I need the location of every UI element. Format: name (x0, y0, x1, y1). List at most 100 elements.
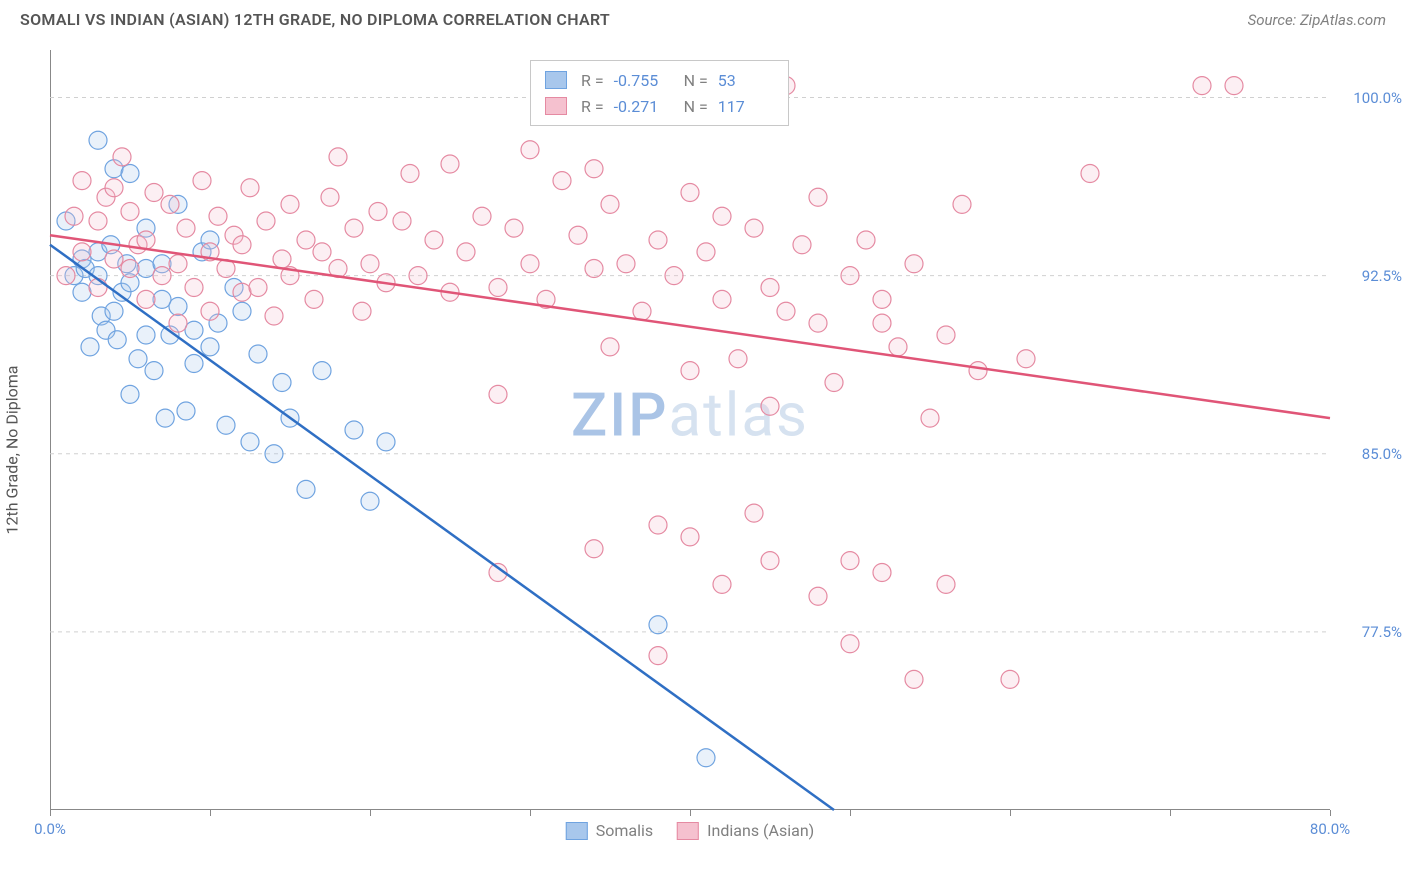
chart-title: SOMALI VS INDIAN (ASIAN) 12TH GRADE, NO … (20, 10, 610, 29)
scatter-point (137, 260, 155, 278)
scatter-point (305, 290, 323, 308)
scatter-point (745, 219, 763, 237)
scatter-point (761, 552, 779, 570)
swatch-somali (545, 71, 567, 89)
scatter-point (129, 350, 147, 368)
x-tick (530, 810, 531, 816)
scatter-point (953, 195, 971, 213)
x-tick (210, 810, 211, 816)
scatter-point (65, 207, 83, 225)
scatter-point (793, 236, 811, 254)
scatter-point (697, 243, 715, 261)
scatter-point (281, 195, 299, 213)
x-tick (690, 810, 691, 816)
scatter-point (505, 219, 523, 237)
correlation-row-somali: R = -0.755 N = 53 (545, 67, 774, 93)
scatter-point (921, 409, 939, 427)
scatter-point (569, 226, 587, 244)
scatter-point (841, 267, 859, 285)
scatter-point (489, 279, 507, 297)
scatter-point (841, 635, 859, 653)
scatter-point (873, 290, 891, 308)
scatter-point (409, 267, 427, 285)
scatter-point (209, 207, 227, 225)
scatter-point (905, 255, 923, 273)
scatter-point (457, 243, 475, 261)
scatter-point (121, 165, 139, 183)
scatter-point (761, 397, 779, 415)
scatter-point (89, 131, 107, 149)
scatter-point (297, 480, 315, 498)
scatter-point (353, 302, 371, 320)
scatter-point (601, 195, 619, 213)
scatter-point (377, 433, 395, 451)
scatter-point (105, 179, 123, 197)
scatter-point (761, 279, 779, 297)
scatter-point (521, 255, 539, 273)
scatter-point (697, 749, 715, 767)
scatter-point (857, 231, 875, 249)
scatter-point (585, 540, 603, 558)
scatter-point (257, 212, 275, 230)
scatter-point (713, 290, 731, 308)
scatter-point (1193, 77, 1211, 95)
x-tick (370, 810, 371, 816)
trend-line (50, 235, 1330, 418)
scatter-point (809, 188, 827, 206)
scatter-point (361, 255, 379, 273)
scatter-point (313, 243, 331, 261)
scatter-point (825, 374, 843, 392)
scatter-point (681, 528, 699, 546)
scatter-point (153, 290, 171, 308)
scatter-point (713, 207, 731, 225)
scatter-point (185, 321, 203, 339)
y-tick-label: 92.5% (1362, 267, 1402, 285)
scatter-point (841, 552, 859, 570)
scatter-point (201, 302, 219, 320)
y-axis-label: 12th Grade, No Diploma (3, 366, 22, 535)
scatter-point (89, 212, 107, 230)
scatter-point (329, 148, 347, 166)
scatter-point (1017, 350, 1035, 368)
scatter-point (745, 504, 763, 522)
scatter-point (273, 250, 291, 268)
scatter-point (217, 416, 235, 434)
scatter-point (585, 160, 603, 178)
scatter-point (1001, 670, 1019, 688)
x-tick (1170, 810, 1171, 816)
scatter-point (233, 283, 251, 301)
scatter-point (345, 421, 363, 439)
scatter-point (521, 141, 539, 159)
scatter-point (937, 326, 955, 344)
scatter-point (809, 314, 827, 332)
scatter-point (633, 302, 651, 320)
scatter-point (665, 267, 683, 285)
scatter-point (889, 338, 907, 356)
scatter-point (57, 267, 75, 285)
scatter-point (649, 616, 667, 634)
scatter-point (241, 433, 259, 451)
chart-container: 12th Grade, No Diploma ZIPatlas 77.5%85.… (50, 50, 1390, 850)
scatter-point (649, 516, 667, 534)
chart-header: SOMALI VS INDIAN (ASIAN) 12TH GRADE, NO … (0, 0, 1406, 37)
scatter-point (729, 350, 747, 368)
scatter-point (713, 575, 731, 593)
x-tick (1330, 810, 1331, 816)
legend-label-indian: Indians (Asian) (707, 821, 814, 840)
scatter-point (108, 331, 126, 349)
scatter-point (201, 338, 219, 356)
scatter-point (156, 409, 174, 427)
scatter-point (233, 302, 251, 320)
scatter-point (937, 575, 955, 593)
scatter-point (369, 203, 387, 221)
scatter-point (969, 362, 987, 380)
scatter-point (89, 279, 107, 297)
scatter-point (313, 362, 331, 380)
scatter-point (153, 267, 171, 285)
scatter-point (649, 647, 667, 665)
scatter-point (905, 670, 923, 688)
scatter-point (137, 231, 155, 249)
x-tick-label: 80.0% (1310, 820, 1350, 838)
scatter-point (585, 260, 603, 278)
scatter-point (121, 385, 139, 403)
